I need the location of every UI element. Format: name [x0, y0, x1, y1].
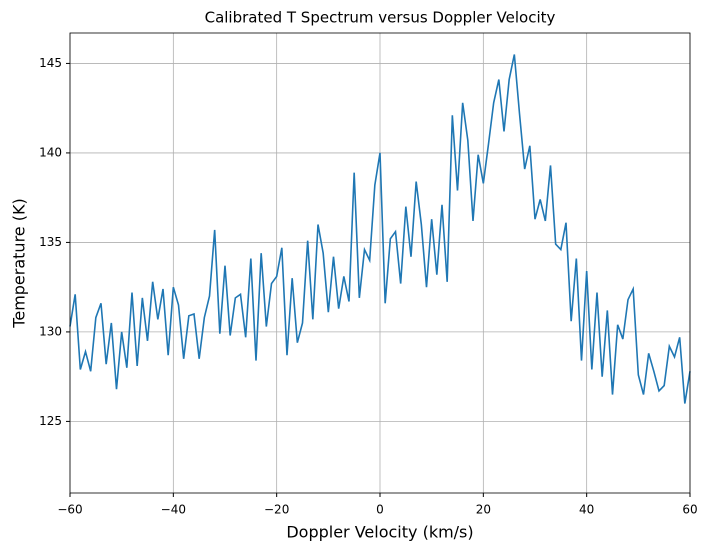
x-tick-label: −60 — [57, 503, 82, 517]
x-tick-label: −40 — [161, 503, 186, 517]
x-tick-label: 40 — [579, 503, 594, 517]
x-tick-label: 0 — [376, 503, 384, 517]
plot-frame — [69, 32, 691, 494]
y-tick-label: 130 — [39, 324, 62, 338]
y-tick-label: 135 — [39, 235, 62, 249]
x-axis-label: Doppler Velocity (km/s) — [286, 523, 473, 542]
chart-title: Calibrated T Spectrum versus Doppler Vel… — [205, 9, 556, 27]
data-line — [69, 54, 691, 404]
y-axis-label: Temperature (K) — [10, 198, 29, 328]
x-tick-label: 60 — [682, 503, 697, 517]
y-tick-label: 125 — [39, 414, 62, 428]
y-tick-label: 145 — [39, 56, 62, 70]
x-tick-label: 20 — [476, 503, 491, 517]
x-tick-label: −20 — [264, 503, 289, 517]
y-tick-label: 140 — [39, 145, 62, 159]
